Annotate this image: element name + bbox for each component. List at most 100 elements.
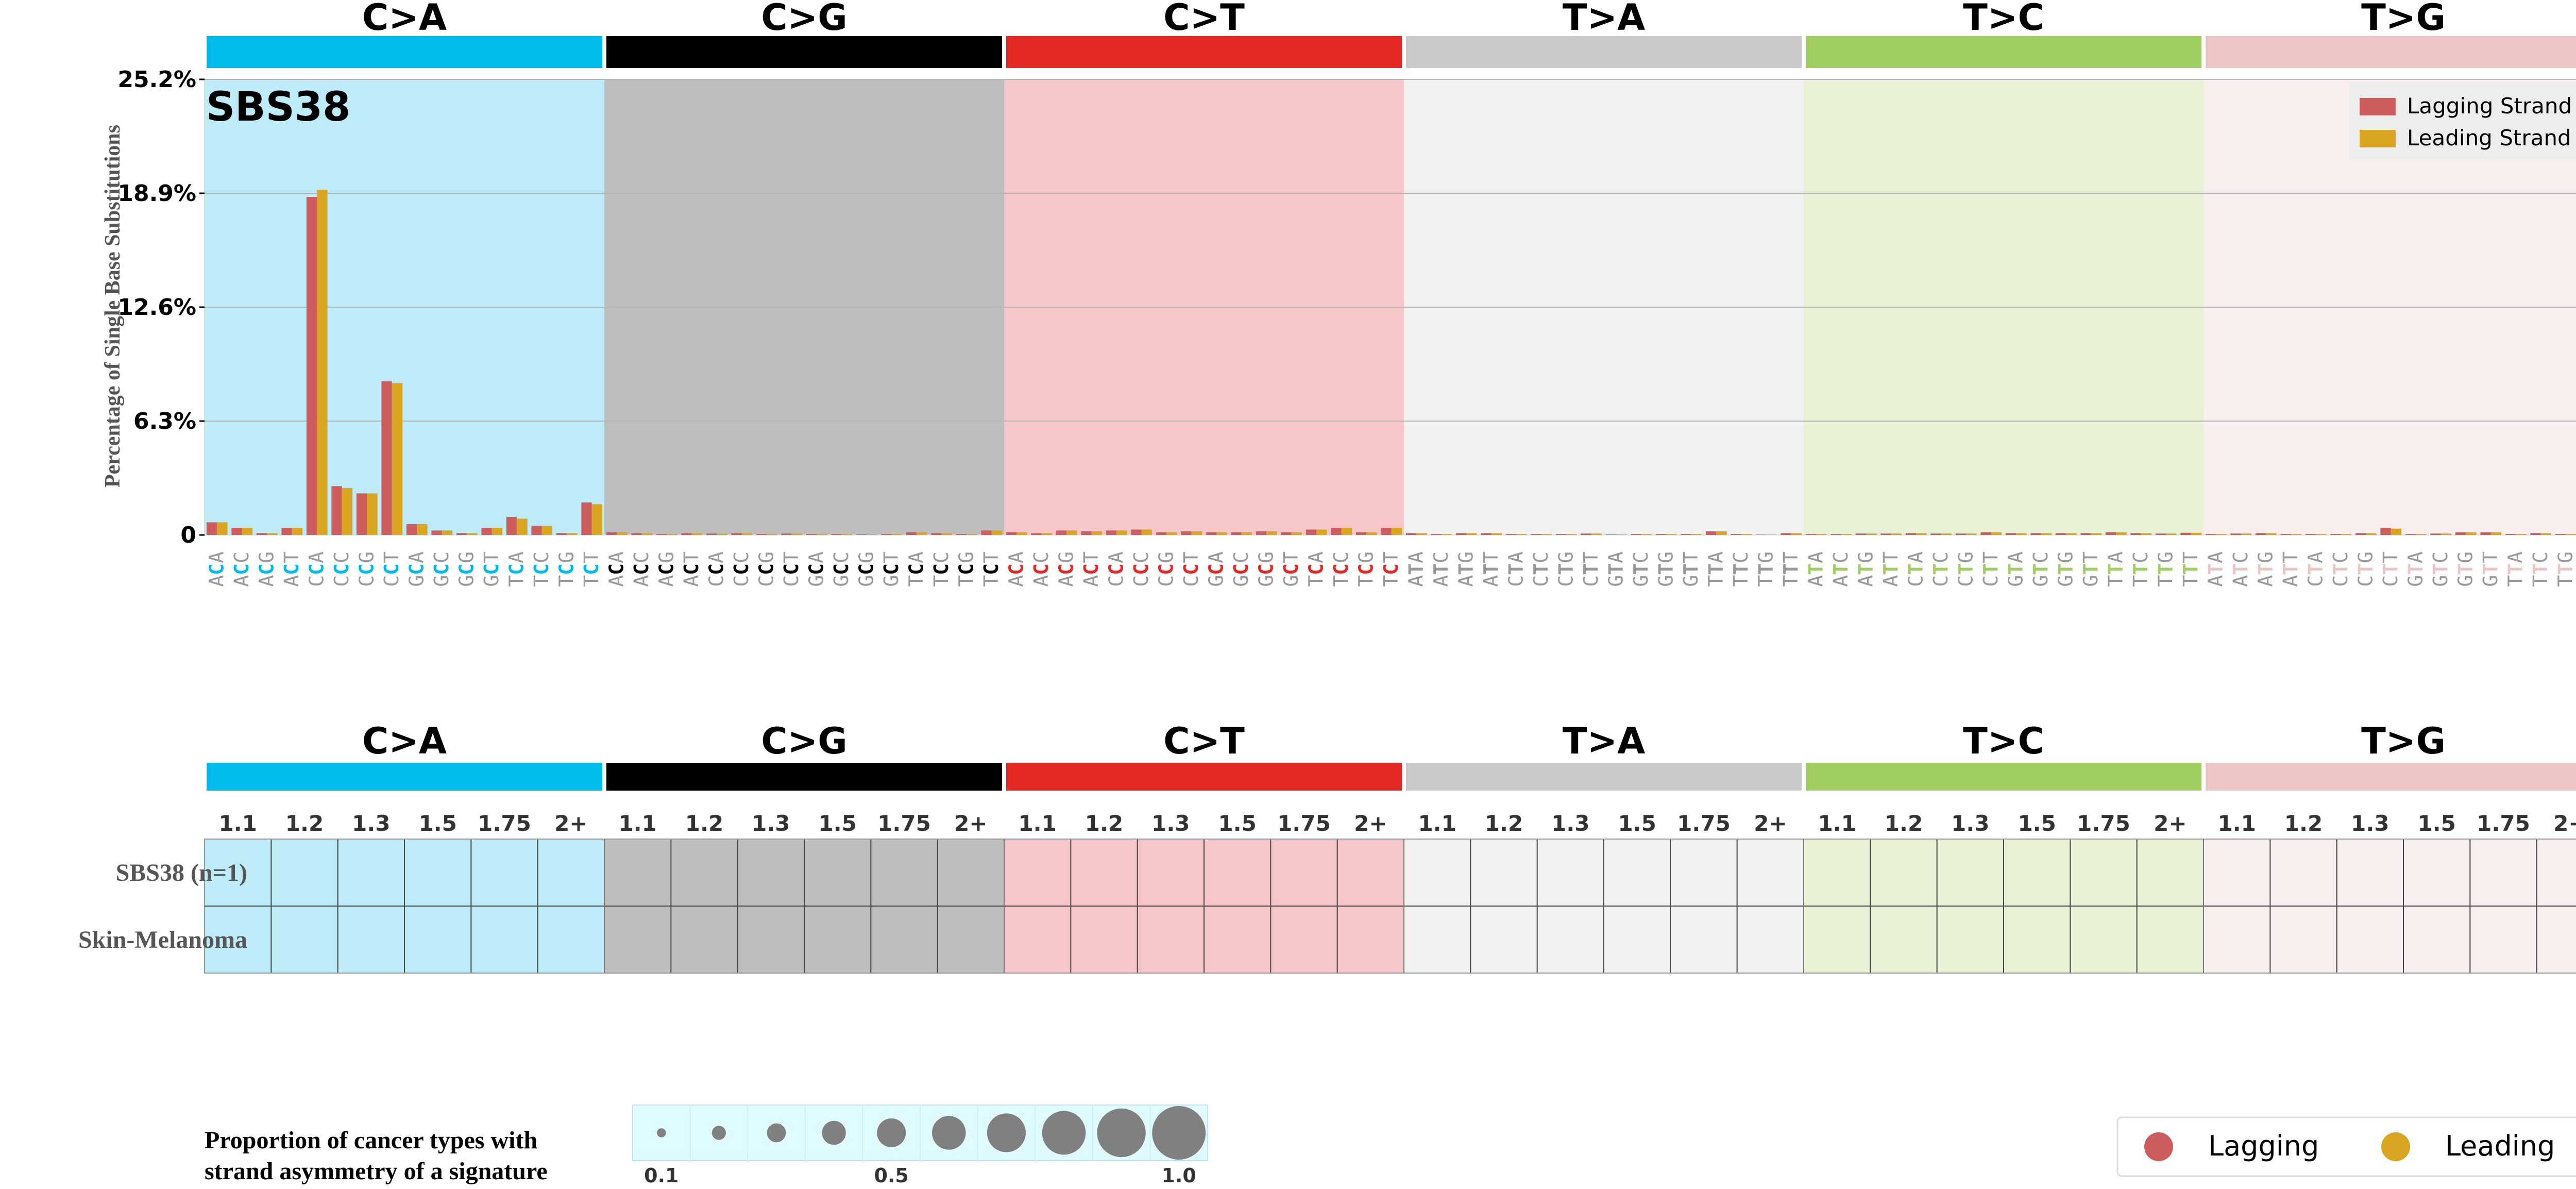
bar-lagging — [431, 530, 442, 535]
bar-leading — [1416, 533, 1427, 535]
x-tick-label: TCA — [905, 551, 927, 587]
bar-lagging — [906, 532, 917, 535]
bar-lagging — [731, 533, 742, 535]
x-tick-label: TCG — [955, 551, 977, 587]
x-tick-label: ACC — [630, 551, 653, 587]
bar-lagging — [831, 534, 842, 535]
bar-lagging — [2555, 534, 2566, 535]
bar-lagging — [2280, 534, 2291, 535]
bar-leading — [2566, 534, 2576, 535]
bar-lagging — [1481, 533, 1492, 535]
bar-lagging — [1631, 534, 1641, 535]
bar-leading — [1766, 534, 1777, 535]
bar-leading — [417, 524, 428, 535]
bottom-header-label-5: T>G — [2361, 720, 2446, 762]
x-tick-label: CCT — [780, 551, 803, 587]
x-tick-label: GCA — [405, 551, 428, 587]
top-header-label-1: C>G — [761, 0, 847, 39]
column-label: 1.75 — [877, 811, 931, 836]
top-header-label-4: T>C — [1963, 0, 2044, 39]
bar-lagging — [1681, 534, 1691, 535]
bar-lagging — [1731, 534, 1741, 535]
column-label: 1.75 — [2077, 811, 2130, 836]
size-legend-circle — [1042, 1111, 1086, 1155]
strand-legend: Lagging Strand Leading Strand — [2349, 82, 2576, 160]
size-legend-circle — [711, 1126, 726, 1140]
x-tick-label: GTC — [1630, 551, 1652, 587]
top-header-bar-5 — [2206, 36, 2576, 68]
bar-lagging — [1231, 532, 1242, 535]
x-tick-label: CTC — [1530, 551, 1552, 587]
x-tick-label: CTT — [1580, 551, 1602, 587]
x-tick-label: ACA — [205, 551, 228, 587]
bar-leading — [2516, 534, 2527, 535]
column-label: 2+ — [1754, 811, 1787, 836]
bar-lagging — [2230, 533, 2241, 535]
x-tick-label: ACA — [1005, 551, 1027, 587]
strand-legend-label-1: Leading — [2445, 1130, 2555, 1162]
bar-lagging — [1131, 529, 1142, 535]
x-tick-label: TCT — [980, 551, 1003, 587]
x-tick-labels: ACAACCACGACTCCACCCCCGCCTGCAGCCGCGGCTTCAT… — [205, 551, 2576, 587]
x-tick-label: ACG — [655, 551, 677, 587]
bar-lagging — [2180, 532, 2191, 535]
x-tick-label: CCA — [305, 551, 328, 587]
bar-lagging — [1555, 534, 1567, 535]
bar-leading — [2016, 533, 2027, 535]
x-tick-label: TCC — [930, 551, 953, 587]
x-tick-label: GCA — [805, 551, 827, 587]
strand-legend-dot-0 — [2144, 1132, 2173, 1161]
size-legend-circle — [1097, 1108, 1146, 1158]
bar-leading — [1991, 532, 2002, 535]
bar-lagging — [2155, 533, 2166, 535]
bar-leading — [1741, 534, 1752, 535]
bar-leading — [2116, 532, 2127, 535]
bar-lagging — [1031, 533, 1042, 535]
column-label: 1.2 — [285, 811, 324, 836]
bar-leading — [667, 534, 677, 535]
bar-leading — [1566, 534, 1577, 535]
bar-lagging — [681, 533, 692, 535]
bar-leading — [2391, 528, 2402, 535]
bar-leading — [2416, 534, 2427, 535]
bar-leading — [2366, 533, 2377, 535]
x-tick-label: CTT — [2379, 551, 2402, 587]
bar-leading — [2166, 533, 2177, 535]
bar-lagging — [406, 524, 417, 535]
column-label: 1.2 — [1085, 811, 1123, 836]
bar-leading — [717, 533, 727, 535]
bar-lagging — [231, 527, 242, 535]
bar-lagging — [856, 534, 867, 535]
bar-lagging — [2330, 534, 2341, 535]
x-tick-label: TCC — [1330, 551, 1352, 587]
x-tick-label: CTC — [1929, 551, 1952, 587]
bar-leading — [941, 533, 953, 535]
bar-lagging — [1455, 533, 1467, 535]
x-tick-label: GCT — [880, 551, 903, 587]
bar-leading — [1216, 532, 1227, 535]
x-tick-label: CCG — [355, 551, 378, 587]
bar-leading — [342, 488, 353, 535]
x-tick-label: TTA — [2504, 551, 2527, 587]
x-tick-label: CTA — [1504, 551, 1527, 587]
bar-lagging — [1181, 531, 1192, 535]
bar-leading — [1916, 533, 1927, 535]
bar-lagging — [306, 197, 317, 535]
y-tick-label: 0 — [180, 522, 196, 548]
x-tick-label: ATT — [1879, 551, 1902, 587]
y-axis: 0 6.3% 12.6% 18.9% 25.2% — [117, 66, 205, 548]
bar-lagging — [1655, 534, 1667, 535]
bar-lagging — [981, 530, 992, 535]
x-tick-label: TCT — [1380, 551, 1402, 587]
column-label: 1.75 — [1677, 811, 1731, 836]
proportion-size-legend: Proportion of cancer types with strand as… — [205, 1104, 1208, 1187]
x-tick-label: GTT — [2079, 551, 2102, 587]
bar-lagging — [1831, 534, 1841, 535]
bar-lagging — [581, 502, 592, 535]
x-tick-label: ATG — [1454, 551, 1477, 587]
x-tick-label: GTG — [2454, 551, 2477, 587]
x-tick-label: ACC — [230, 551, 253, 587]
bar-lagging — [931, 533, 942, 535]
column-label: 1.75 — [2477, 811, 2530, 836]
